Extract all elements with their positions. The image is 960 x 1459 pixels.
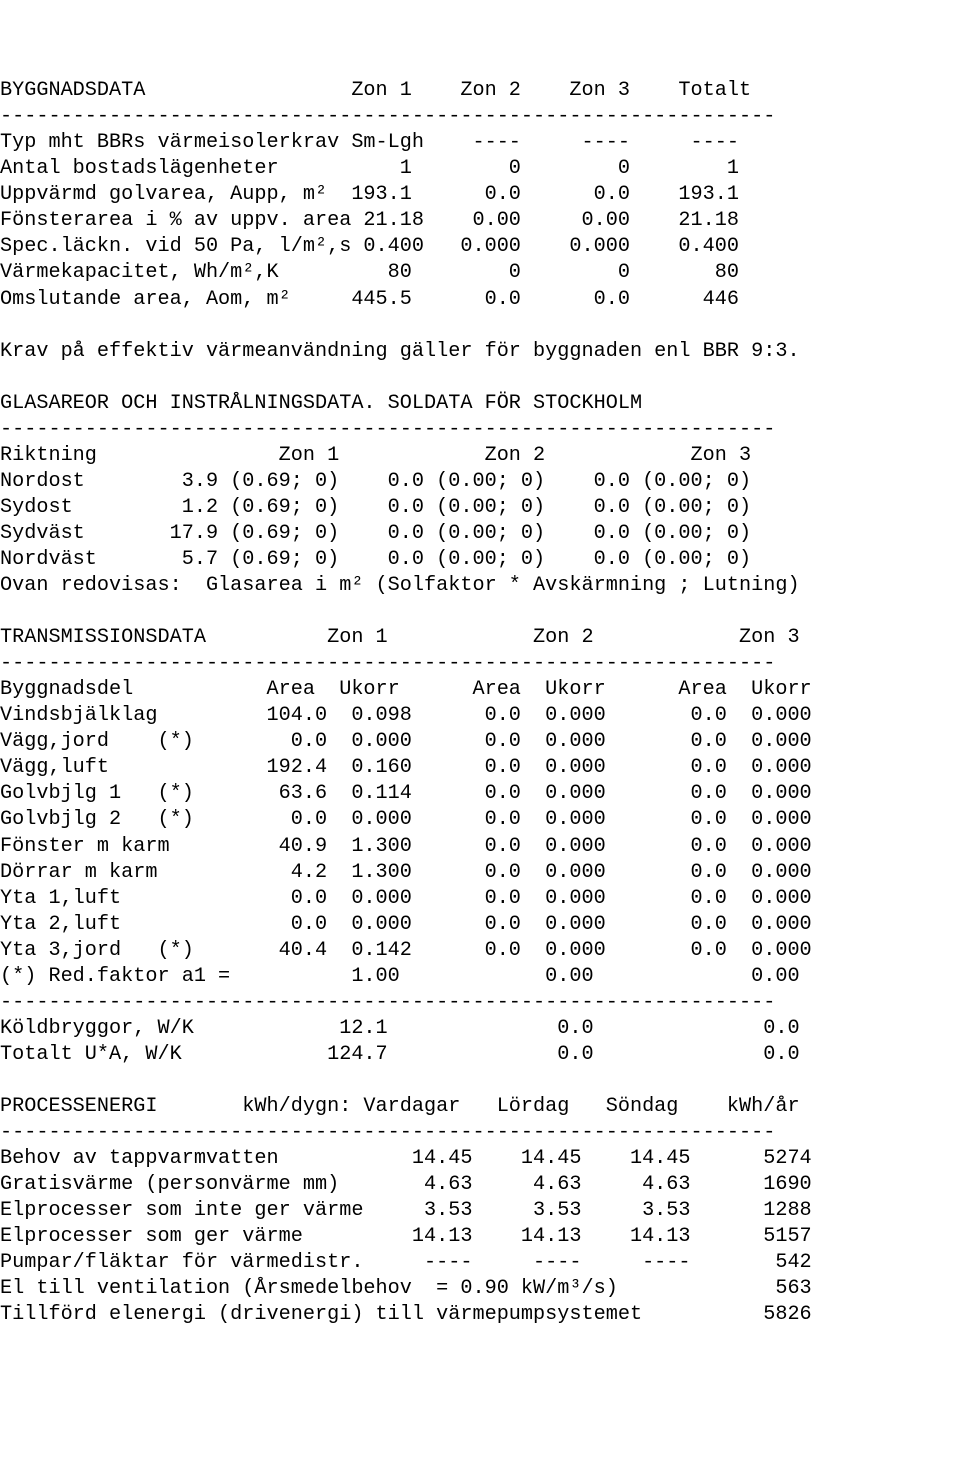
report-text: BYGGNADSDATA Zon 1 Zon 2 Zon 3 Totalt --…: [0, 78, 960, 1328]
